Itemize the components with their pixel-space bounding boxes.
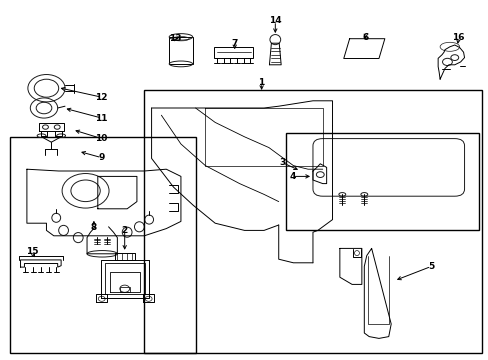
Bar	[285, 133, 478, 230]
Text: 4: 4	[288, 172, 295, 181]
Text: 14: 14	[268, 16, 281, 25]
Text: 6: 6	[362, 33, 368, 42]
FancyBboxPatch shape	[312, 139, 464, 196]
Bar	[214, 47, 253, 58]
Text: 10: 10	[95, 134, 108, 143]
Text: 2: 2	[122, 226, 127, 235]
Bar	[120, 287, 129, 292]
Text: 11: 11	[95, 113, 108, 122]
Text: 1: 1	[258, 78, 264, 87]
Text: 16: 16	[451, 33, 464, 42]
Text: 3: 3	[279, 158, 285, 167]
Text: 5: 5	[427, 262, 433, 271]
Text: 15: 15	[25, 248, 38, 256]
Bar	[169, 37, 192, 64]
Bar	[10, 137, 195, 353]
Text: 13: 13	[168, 34, 181, 43]
Text: 9: 9	[98, 153, 105, 162]
Bar	[144, 90, 481, 353]
Text: 7: 7	[231, 40, 238, 49]
Text: 8: 8	[91, 223, 97, 232]
Text: 12: 12	[95, 93, 108, 102]
